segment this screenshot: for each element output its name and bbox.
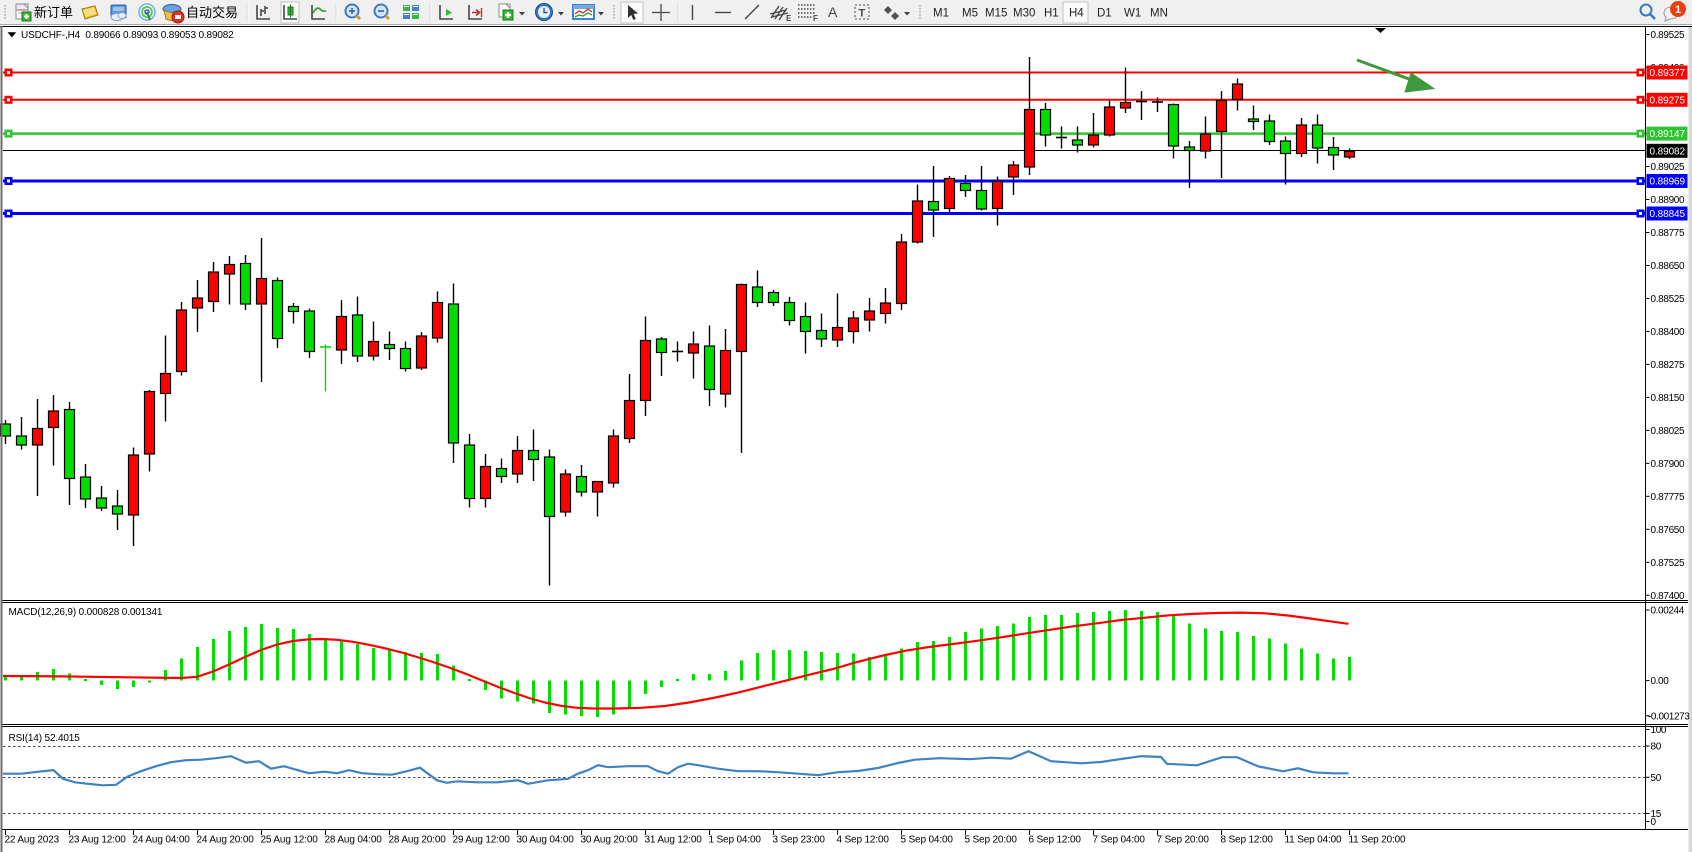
svg-text:M5: M5 <box>962 8 978 20</box>
svg-text:0.88525: 0.88525 <box>1651 294 1685 305</box>
svg-text:0.89275: 0.89275 <box>1650 95 1686 106</box>
svg-text:MACD(12,26,9) 0.000828 0.00134: MACD(12,26,9) 0.000828 0.001341 <box>9 607 163 618</box>
svg-text:E: E <box>786 14 792 23</box>
svg-text:0.88969: 0.88969 <box>1650 177 1686 188</box>
svg-text:H4: H4 <box>1069 8 1084 20</box>
svg-text:30 Aug 04:00: 30 Aug 04:00 <box>517 835 575 846</box>
svg-text:0.89147: 0.89147 <box>1650 129 1686 140</box>
svg-text:28 Aug 04:00: 28 Aug 04:00 <box>325 835 383 846</box>
svg-text:5 Sep 04:00: 5 Sep 04:00 <box>901 835 954 846</box>
svg-text:USDCHF-,H4 0.89066 0.89093 0.: USDCHF-,H4 0.89066 0.89093 0.89053 0.890… <box>21 30 234 41</box>
svg-text:29 Aug 12:00: 29 Aug 12:00 <box>453 835 511 846</box>
svg-text:1: 1 <box>1675 4 1681 16</box>
svg-text:3 Sep 23:00: 3 Sep 23:00 <box>773 835 826 846</box>
svg-text:M30: M30 <box>1013 8 1035 20</box>
svg-text:22 Aug 2023: 22 Aug 2023 <box>5 835 60 846</box>
svg-text:0.87775: 0.87775 <box>1651 492 1685 503</box>
svg-text:30 Aug 20:00: 30 Aug 20:00 <box>581 835 639 846</box>
svg-text:5 Sep 20:00: 5 Sep 20:00 <box>965 835 1018 846</box>
svg-text:80: 80 <box>1651 742 1662 753</box>
svg-text:0.89025: 0.89025 <box>1651 162 1685 173</box>
svg-text:11 Sep 04:00: 11 Sep 04:00 <box>1285 835 1343 846</box>
svg-text:H1: H1 <box>1044 8 1059 20</box>
svg-text:4 Sep 12:00: 4 Sep 12:00 <box>837 835 890 846</box>
svg-text:F: F <box>813 14 818 23</box>
svg-text:50: 50 <box>1651 773 1662 784</box>
svg-text:0.88845: 0.88845 <box>1650 209 1686 220</box>
svg-text:0.00244: 0.00244 <box>1651 606 1685 617</box>
svg-text:0.87900: 0.87900 <box>1651 459 1685 470</box>
svg-text:A: A <box>828 4 838 20</box>
svg-text:0.87650: 0.87650 <box>1651 525 1685 536</box>
svg-text:W1: W1 <box>1124 8 1141 20</box>
svg-text:100: 100 <box>1651 725 1667 736</box>
svg-text:1 Sep 04:00: 1 Sep 04:00 <box>709 835 762 846</box>
svg-text:D1: D1 <box>1097 8 1112 20</box>
svg-text:11 Sep 20:00: 11 Sep 20:00 <box>1349 835 1407 846</box>
svg-text:8 Sep 12:00: 8 Sep 12:00 <box>1221 835 1274 846</box>
svg-text:31 Aug 12:00: 31 Aug 12:00 <box>645 835 703 846</box>
svg-text:0.89082: 0.89082 <box>1650 146 1686 157</box>
svg-text:0.87400: 0.87400 <box>1651 591 1685 602</box>
svg-text:RSI(14) 52.4015: RSI(14) 52.4015 <box>9 733 81 744</box>
svg-text:T: T <box>859 8 866 20</box>
svg-text:0.89525: 0.89525 <box>1651 30 1685 41</box>
svg-text:0.88400: 0.88400 <box>1651 327 1685 338</box>
svg-text:MN: MN <box>1150 8 1168 20</box>
svg-text:自动交易: 自动交易 <box>186 5 238 20</box>
svg-text:6 Sep 12:00: 6 Sep 12:00 <box>1029 835 1082 846</box>
svg-text:0.88025: 0.88025 <box>1651 426 1685 437</box>
svg-text:0.88900: 0.88900 <box>1651 195 1685 206</box>
svg-text:0.00: 0.00 <box>1651 676 1670 687</box>
svg-text:0: 0 <box>1651 817 1657 828</box>
svg-text:M15: M15 <box>985 8 1007 20</box>
svg-text:0.88650: 0.88650 <box>1651 261 1685 272</box>
svg-text:7 Sep 20:00: 7 Sep 20:00 <box>1157 835 1210 846</box>
svg-text:0.88275: 0.88275 <box>1651 360 1685 371</box>
svg-text:0.88150: 0.88150 <box>1651 393 1685 404</box>
svg-text:新订单: 新订单 <box>34 5 73 20</box>
svg-text:0.88775: 0.88775 <box>1651 228 1685 239</box>
svg-text:0.87525: 0.87525 <box>1651 558 1685 569</box>
svg-text:M1: M1 <box>933 8 949 20</box>
svg-text:15: 15 <box>1651 809 1662 820</box>
svg-text:7 Sep 04:00: 7 Sep 04:00 <box>1093 835 1146 846</box>
svg-text:24 Aug 20:00: 24 Aug 20:00 <box>197 835 255 846</box>
svg-text:0.89377: 0.89377 <box>1650 68 1686 79</box>
svg-text:25 Aug 12:00: 25 Aug 12:00 <box>261 835 319 846</box>
svg-text:23 Aug 12:00: 23 Aug 12:00 <box>69 835 127 846</box>
svg-text:24 Aug 04:00: 24 Aug 04:00 <box>133 835 191 846</box>
svg-text:-0.001273: -0.001273 <box>1648 711 1690 722</box>
svg-text:28 Aug 20:00: 28 Aug 20:00 <box>389 835 447 846</box>
